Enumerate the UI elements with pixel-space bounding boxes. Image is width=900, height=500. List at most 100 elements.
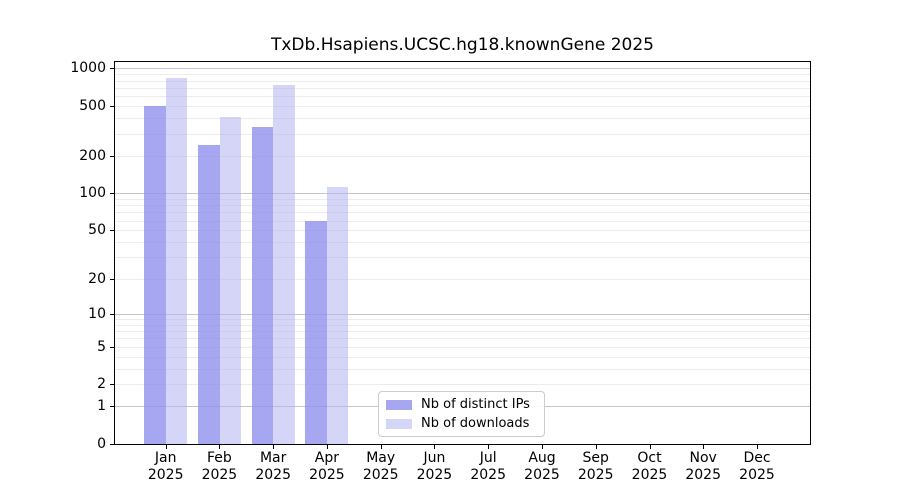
y-tick <box>110 193 115 195</box>
y-tick <box>110 384 115 386</box>
x-tick <box>380 444 382 449</box>
y-tick-label: 20 <box>88 270 106 287</box>
y-tick-label: 500 <box>79 98 106 114</box>
minor-gridline <box>115 220 810 222</box>
minor-gridline <box>115 87 810 89</box>
bar-nb-of-distinct-ips-apr-2025 <box>305 220 327 444</box>
minor-gridline <box>115 74 810 76</box>
minor-gridline <box>115 330 810 332</box>
x-tick <box>649 444 651 449</box>
x-tick <box>542 444 543 449</box>
x-tick-label-line: Aug <box>528 450 556 466</box>
bar-nb-of-downloads-jan-2025 <box>165 77 188 444</box>
x-tick-label-line: Sep <box>582 450 609 466</box>
x-tick-label-line: 2025 <box>577 467 614 483</box>
x-tick-label: Oct 2025 <box>618 450 682 484</box>
y-tick <box>110 278 115 280</box>
major-gridline <box>115 68 810 70</box>
bar-nb-of-distinct-ips-feb-2025 <box>198 144 220 444</box>
x-tick-label-line: Mar <box>259 450 287 466</box>
x-tick-label-line: Oct <box>637 450 662 466</box>
x-tick-label-line: 2025 <box>147 467 184 483</box>
x-tick-label: Mar 2025 <box>241 450 305 484</box>
x-tick-label-line: 2025 <box>201 467 238 483</box>
minor-gridline <box>115 230 810 232</box>
y-tick-label: 1 <box>97 398 106 415</box>
x-tick <box>326 444 328 449</box>
minor-gridline <box>115 368 810 370</box>
y-tick <box>110 68 115 70</box>
x-tick-label-line: Feb <box>206 450 232 466</box>
legend-swatch-downloads <box>386 418 412 429</box>
y-tick-label: 200 <box>79 147 106 164</box>
legend-swatch-distinct-ips <box>386 399 412 410</box>
legend-label-downloads: Nb of downloads <box>421 416 530 431</box>
minor-gridline <box>115 242 810 244</box>
x-tick <box>595 444 597 449</box>
minor-gridline <box>115 205 810 207</box>
x-tick-label: Sep 2025 <box>564 450 628 484</box>
bar-nb-of-downloads-mar-2025 <box>273 85 295 444</box>
x-tick-label-line: 2025 <box>631 467 668 483</box>
x-tick-label-line: Jul <box>479 450 497 466</box>
y-tick <box>110 230 115 232</box>
x-tick-label: Jul 2025 <box>456 450 520 484</box>
x-tick <box>488 444 490 449</box>
major-gridline <box>115 313 810 315</box>
y-tick-label: 50 <box>88 222 106 239</box>
minor-gridline <box>115 212 810 214</box>
minor-gridline <box>115 118 810 120</box>
minor-gridline <box>115 346 810 348</box>
x-tick-label: Jun 2025 <box>402 450 466 484</box>
x-tick-label-line: May <box>366 450 396 466</box>
minor-gridline <box>115 324 810 326</box>
y-tick <box>110 313 115 315</box>
plot-area <box>115 62 810 444</box>
x-tick-label-line: 2025 <box>416 467 453 483</box>
minor-gridline <box>115 318 810 320</box>
x-tick-label: Aug 2025 <box>510 450 574 484</box>
y-tick-label: 1000 <box>70 60 106 77</box>
x-tick-label-line: Apr <box>314 450 339 466</box>
x-tick-label-line: Jun <box>423 450 446 466</box>
minor-gridline <box>115 278 810 280</box>
y-tick <box>110 444 115 445</box>
minor-gridline <box>115 133 810 135</box>
x-tick-label-line: 2025 <box>309 467 345 483</box>
x-tick-label: Jan 2025 <box>134 450 198 484</box>
y-tick-label: 0 <box>97 436 106 452</box>
bar-nb-of-distinct-ips-jan-2025 <box>144 106 166 444</box>
x-tick-label: Apr 2025 <box>295 450 359 484</box>
x-tick-label-line: 2025 <box>362 467 399 483</box>
x-tick <box>757 444 758 449</box>
x-tick-label-line: 2025 <box>739 467 775 483</box>
bar-nb-of-distinct-ips-mar-2025 <box>251 126 274 444</box>
legend-label-distinct-ips: Nb of distinct IPs <box>421 397 530 412</box>
legend: Nb of distinct IPs Nb of downloads <box>378 391 545 437</box>
y-tick-label: 10 <box>88 305 106 322</box>
minor-gridline <box>115 80 810 82</box>
minor-gridline <box>115 384 810 386</box>
y-tick <box>110 155 115 157</box>
chart-title: TxDb.Hsapiens.UCSC.hg18.knownGene 2025 <box>270 35 654 55</box>
minor-gridline <box>115 338 810 340</box>
x-tick-label: Nov 2025 <box>671 450 735 484</box>
x-tick-label-line: Dec <box>743 450 771 466</box>
x-tick-label-line: 2025 <box>470 467 506 483</box>
x-tick <box>219 444 221 449</box>
legend-item-downloads: Nb of downloads <box>386 416 544 431</box>
minor-gridline <box>115 257 810 259</box>
bar-nb-of-downloads-feb-2025 <box>219 116 241 444</box>
minor-gridline <box>115 96 810 98</box>
y-tick <box>110 406 115 408</box>
x-tick-label-line: 2025 <box>524 467 560 483</box>
x-tick-label-line: Jan <box>154 450 177 466</box>
x-tick <box>703 444 705 449</box>
y-tick <box>110 346 115 348</box>
x-tick-label: May 2025 <box>349 450 413 484</box>
y-tick <box>110 106 115 107</box>
x-tick-label: Dec 2025 <box>725 450 789 484</box>
x-tick <box>165 444 167 449</box>
x-tick <box>434 444 436 449</box>
bar-nb-of-downloads-apr-2025 <box>326 187 349 444</box>
